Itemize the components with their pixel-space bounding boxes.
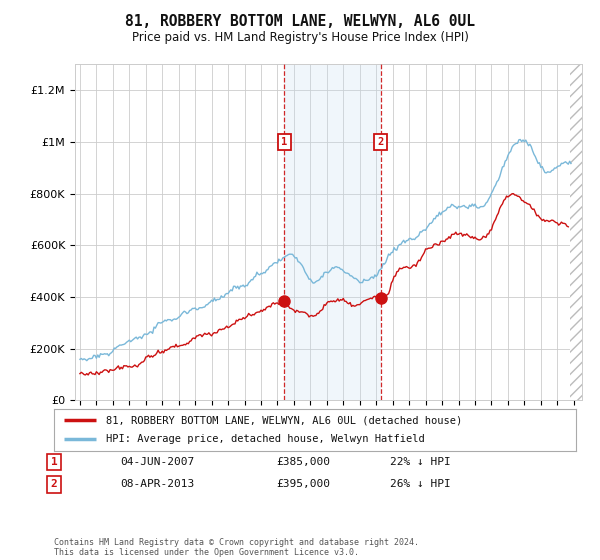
Text: HPI: Average price, detached house, Welwyn Hatfield: HPI: Average price, detached house, Welw… (106, 435, 425, 445)
Text: 04-JUN-2007: 04-JUN-2007 (120, 457, 194, 467)
Bar (284, 64, 380, 400)
Text: 2: 2 (50, 479, 58, 489)
Text: 81, ROBBERY BOTTOM LANE, WELWYN, AL6 0UL (detached house): 81, ROBBERY BOTTOM LANE, WELWYN, AL6 0UL… (106, 415, 463, 425)
Text: £395,000: £395,000 (276, 479, 330, 489)
Text: £385,000: £385,000 (276, 457, 330, 467)
Text: 08-APR-2013: 08-APR-2013 (120, 479, 194, 489)
Text: 26% ↓ HPI: 26% ↓ HPI (390, 479, 451, 489)
Text: 22% ↓ HPI: 22% ↓ HPI (390, 457, 451, 467)
Text: Contains HM Land Registry data © Crown copyright and database right 2024.
This d: Contains HM Land Registry data © Crown c… (54, 538, 419, 557)
Text: 1: 1 (281, 137, 287, 147)
Text: 1: 1 (50, 457, 58, 467)
Text: 81, ROBBERY BOTTOM LANE, WELWYN, AL6 0UL: 81, ROBBERY BOTTOM LANE, WELWYN, AL6 0UL (125, 14, 475, 29)
Text: Price paid vs. HM Land Registry's House Price Index (HPI): Price paid vs. HM Land Registry's House … (131, 31, 469, 44)
Text: 2: 2 (377, 137, 384, 147)
